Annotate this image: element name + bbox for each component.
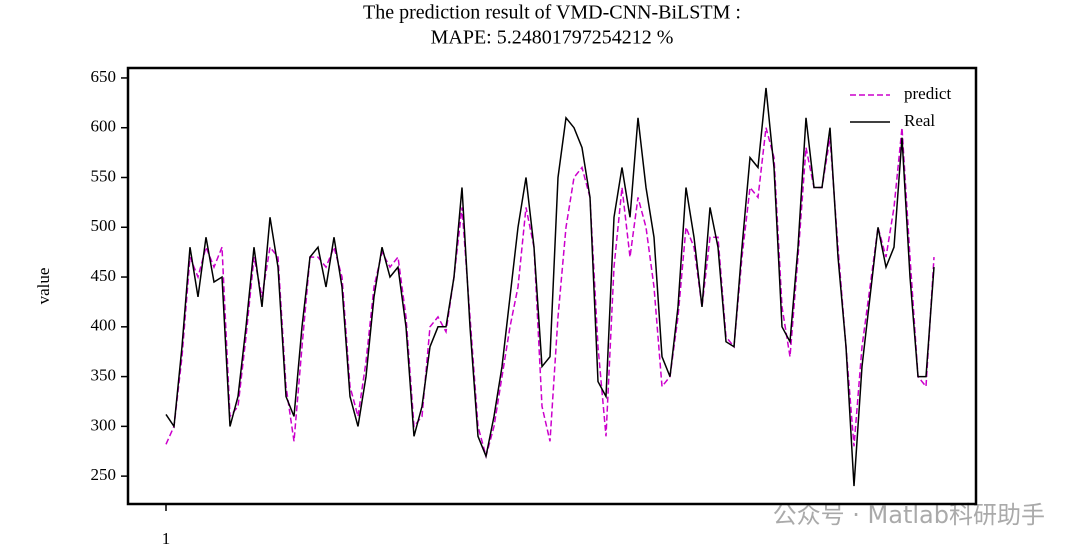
chart-title: The prediction result of VMD-CNN-BiLSTM … (363, 2, 741, 24)
y-axis-label: value (34, 268, 53, 305)
y-tick-label: 250 (91, 465, 117, 484)
legend-label: Real (904, 111, 935, 130)
x-tick-label: 1 (162, 529, 171, 548)
y-tick-label: 500 (91, 216, 117, 235)
y-tick-label: 650 (91, 67, 117, 86)
y-tick-label: 350 (91, 365, 117, 384)
chart-subtitle: MAPE: 5.24801797254212 % (431, 27, 674, 49)
legend-label: predict (904, 84, 951, 103)
plot-frame (126, 66, 978, 506)
y-tick-label: 450 (91, 266, 117, 285)
y-tick-label: 400 (91, 316, 117, 335)
watermark: 公众号 · Matlab科研助手 (773, 501, 1045, 529)
series-line (165, 127, 935, 460)
series-line (165, 87, 935, 487)
y-tick-label: 300 (91, 415, 117, 434)
y-tick-label: 550 (91, 166, 117, 185)
y-tick-label: 600 (91, 117, 117, 136)
